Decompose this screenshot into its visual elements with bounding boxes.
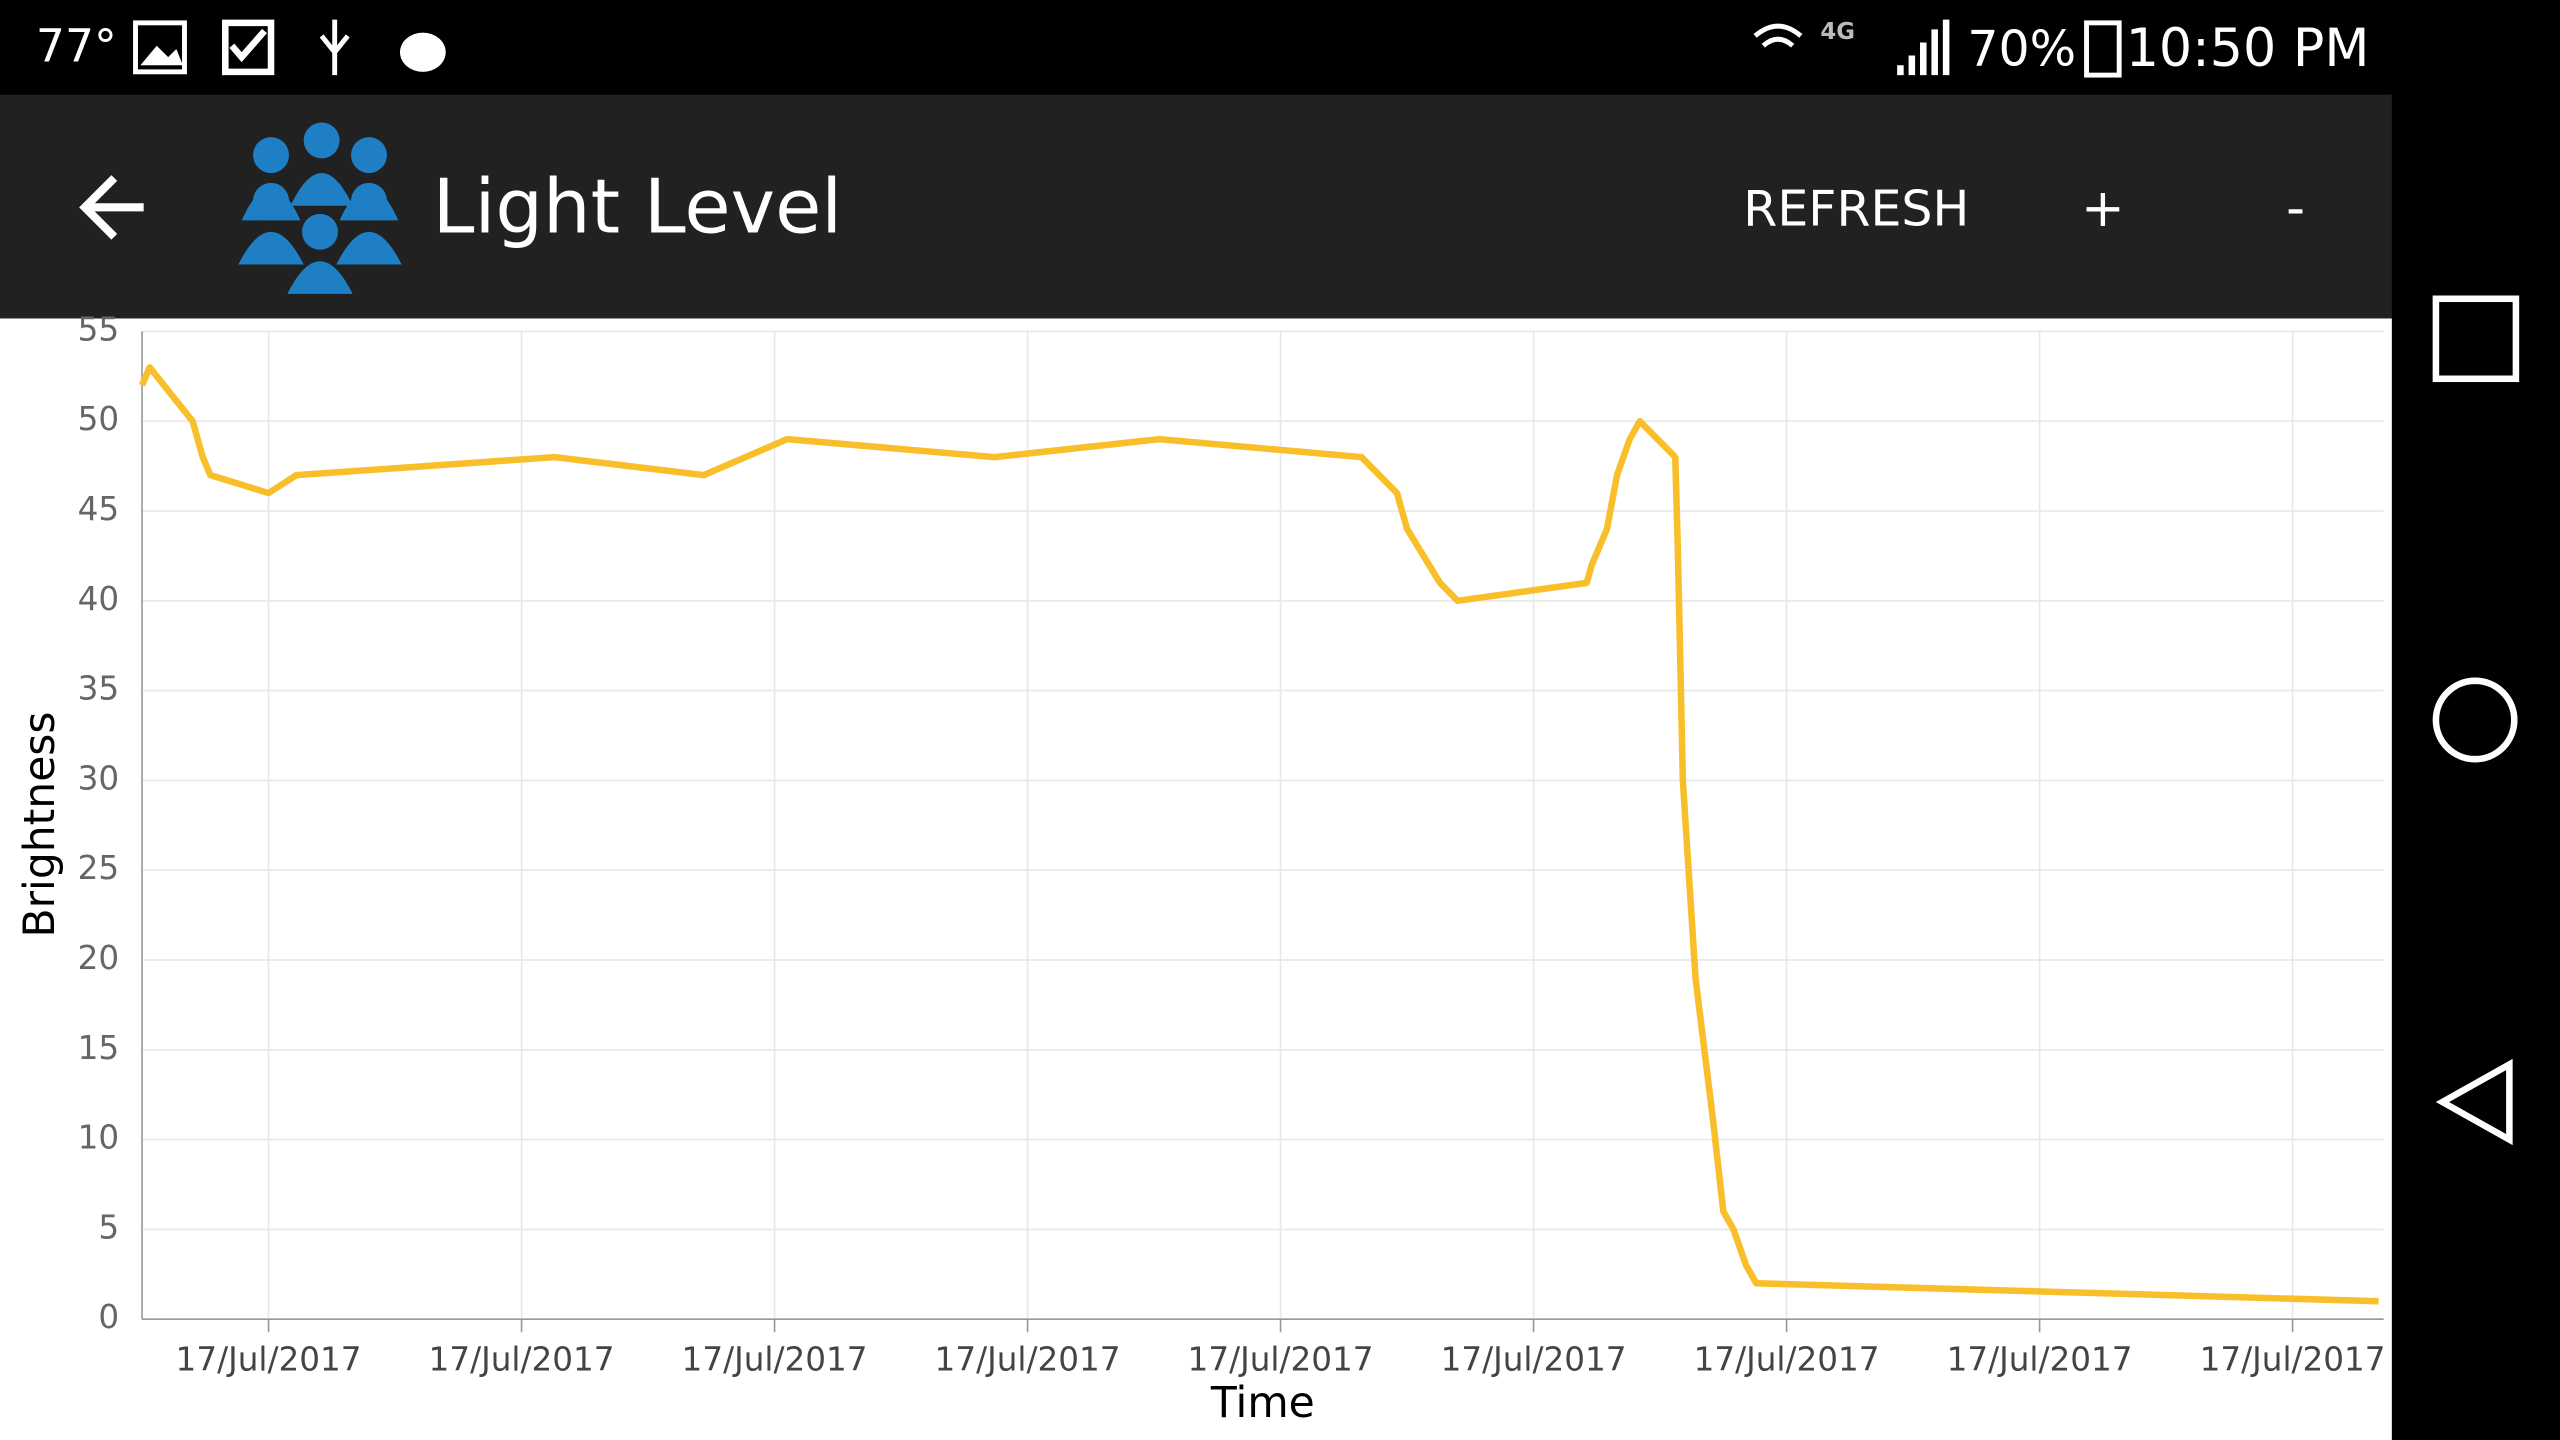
battery-icon bbox=[2084, 20, 2122, 78]
zoom-out-button[interactable]: - bbox=[2286, 179, 2305, 239]
y-tick-label: 30 bbox=[78, 759, 120, 797]
signal-icon bbox=[1897, 19, 1950, 76]
temperature: 77° bbox=[36, 19, 117, 72]
app-title: Light Level bbox=[433, 163, 842, 251]
image-icon bbox=[133, 20, 187, 75]
refresh-button[interactable]: REFRESH bbox=[1743, 181, 1969, 238]
x-tick-label: 17/Jul/2017 bbox=[2200, 1341, 2386, 1379]
y-axis-title: Brightness bbox=[16, 711, 65, 937]
y-tick-label: 0 bbox=[98, 1298, 119, 1336]
y-tick-label: 25 bbox=[78, 849, 120, 887]
x-tick-label: 17/Jul/2017 bbox=[429, 1341, 615, 1379]
y-tick-label: 10 bbox=[78, 1119, 120, 1157]
y-tick-label: 35 bbox=[78, 670, 120, 708]
clock: 10:50 PM bbox=[2126, 19, 2370, 79]
x-tick-label: 17/Jul/2017 bbox=[176, 1341, 362, 1379]
x-tick-label: 17/Jul/2017 bbox=[1694, 1341, 1880, 1379]
back-button[interactable] bbox=[79, 175, 144, 240]
y-tick-label: 40 bbox=[78, 580, 120, 618]
wifi-icon bbox=[1753, 23, 1803, 48]
y-tick-label: 20 bbox=[78, 939, 120, 977]
y-tick-label: 45 bbox=[78, 490, 120, 528]
y-tick-label: 50 bbox=[78, 400, 120, 438]
debug-icon bbox=[400, 32, 446, 72]
x-tick-label: 17/Jul/2017 bbox=[1188, 1341, 1374, 1379]
home-button[interactable] bbox=[2432, 677, 2518, 763]
x-tick-label: 17/Jul/2017 bbox=[1441, 1341, 1627, 1379]
content bbox=[0, 318, 2392, 1440]
usb-icon bbox=[319, 19, 350, 76]
app-bar bbox=[0, 94, 2392, 319]
check-icon bbox=[222, 19, 275, 76]
x-tick-label: 17/Jul/2017 bbox=[1947, 1341, 2133, 1379]
recents-button[interactable] bbox=[2432, 295, 2520, 383]
x-tick-label: 17/Jul/2017 bbox=[935, 1341, 1121, 1379]
zoom-in-button[interactable]: + bbox=[2081, 179, 2125, 239]
image-icon-mountain bbox=[140, 45, 183, 66]
data-line bbox=[139, 364, 2379, 1305]
nav-back-button[interactable] bbox=[2435, 1058, 2513, 1146]
x-axis-title: Time bbox=[1210, 1379, 1315, 1428]
y-tick-label: 5 bbox=[98, 1208, 119, 1246]
battery-level: 70% bbox=[1967, 21, 2076, 78]
y-tick-label: 15 bbox=[78, 1029, 120, 1067]
x-tick-label: 17/Jul/2017 bbox=[682, 1341, 868, 1379]
chart: 0 5 10 15 20 25 30 35 40 45 50 55 17/Jul/2017 17/Jul/… bbox=[16, 310, 2386, 1428]
network-type: 4G bbox=[1820, 19, 1855, 45]
app-icon bbox=[238, 122, 402, 294]
y-tick-label: 55 bbox=[78, 310, 120, 348]
